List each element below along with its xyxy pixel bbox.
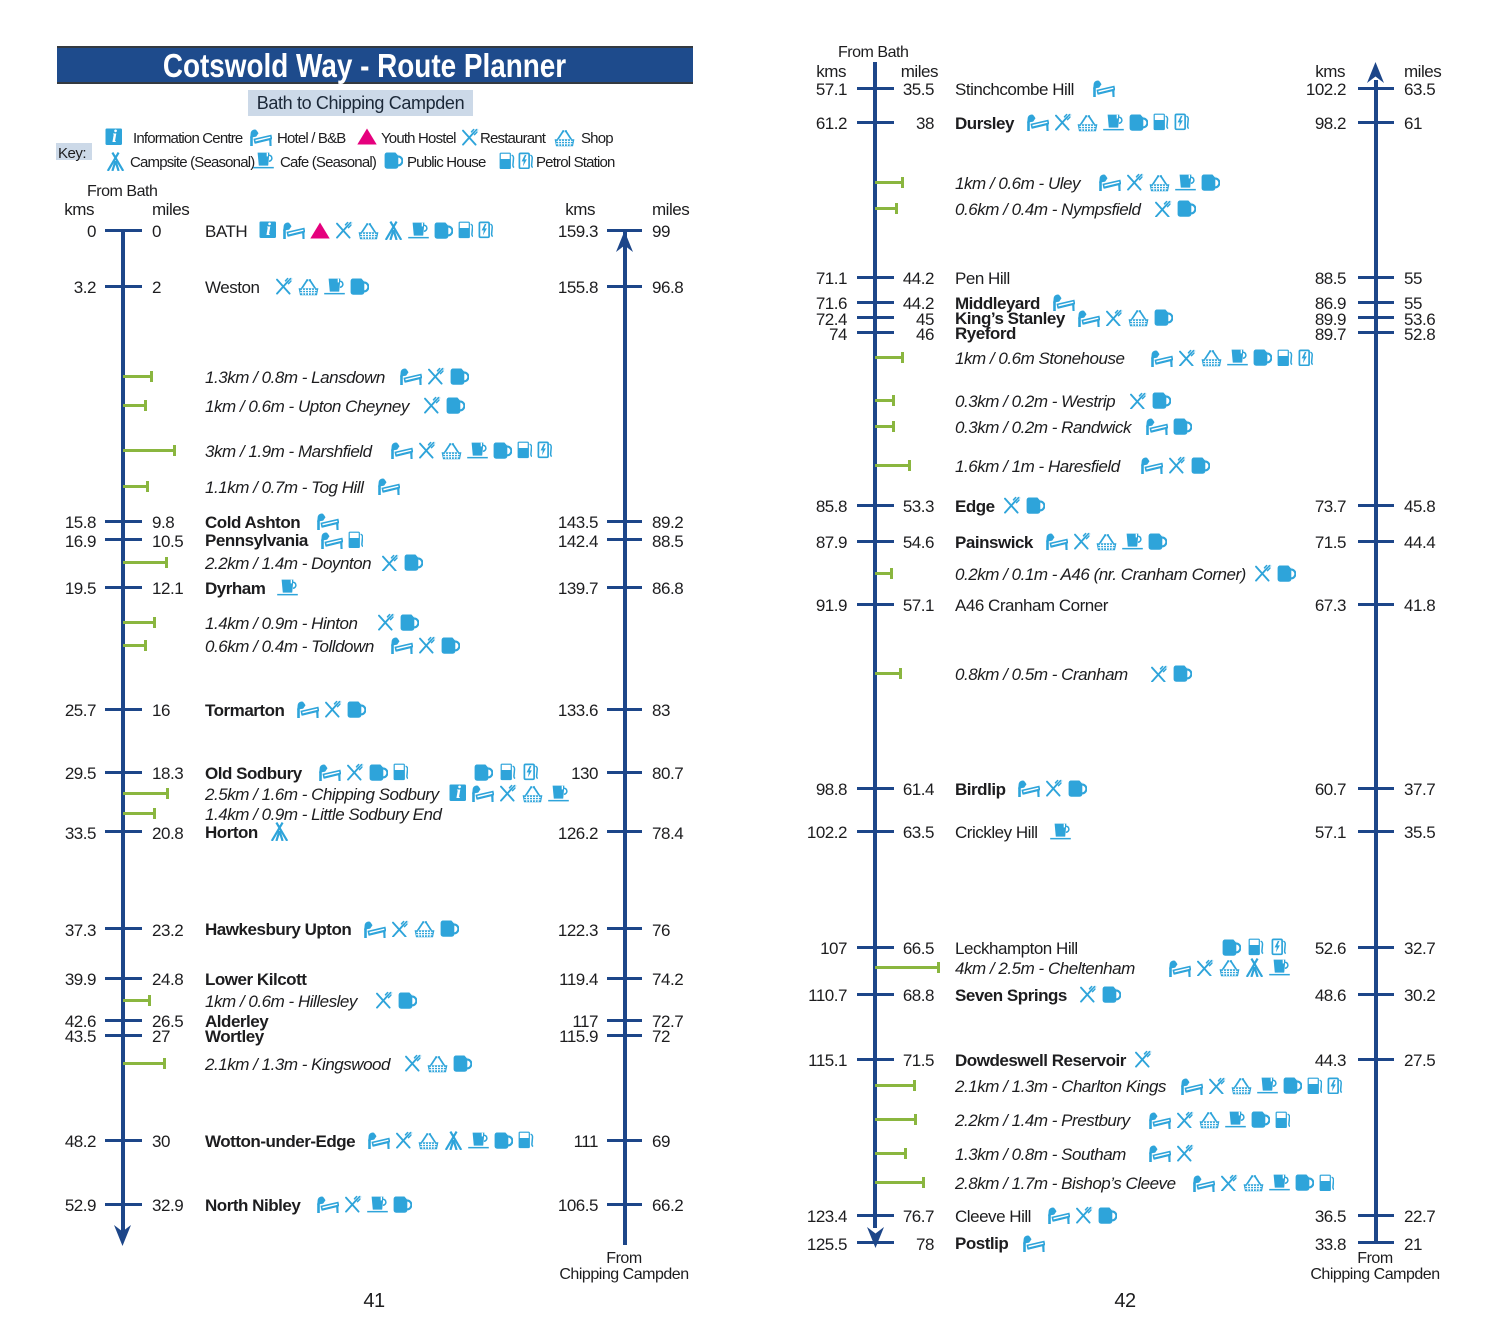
- svg-text:i: i: [112, 128, 117, 146]
- svg-text:i: i: [456, 784, 461, 802]
- svg-text:i: i: [266, 221, 271, 239]
